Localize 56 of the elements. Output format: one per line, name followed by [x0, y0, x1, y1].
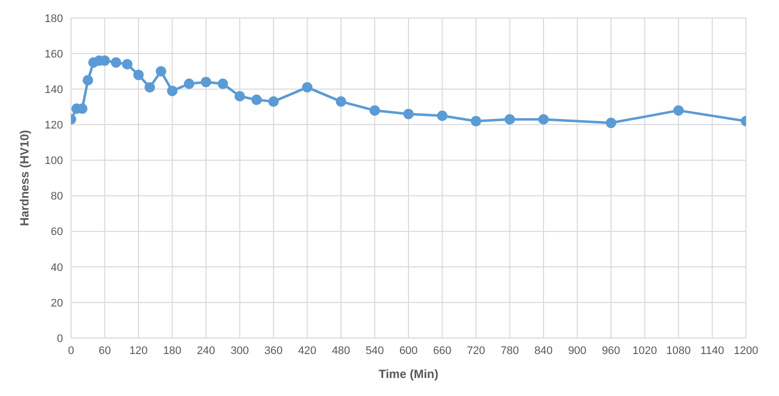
point: [606, 118, 616, 128]
y-tick-label: 80: [50, 190, 63, 203]
point: [370, 105, 380, 116]
y-axis-title: Hardness (HV10): [17, 130, 32, 226]
y-tick-label: 20: [50, 297, 63, 310]
point: [403, 108, 414, 120]
point: [133, 70, 144, 80]
point: [200, 76, 212, 88]
y-tick-label: 100: [44, 155, 63, 168]
x-tick-label: 960: [602, 344, 620, 357]
y-tick-label: 140: [44, 84, 63, 96]
point: [437, 110, 448, 122]
y-tick-label: 40: [50, 262, 63, 274]
point: [673, 105, 684, 116]
y-tick-label: 160: [44, 48, 63, 60]
x-tick-label: 0: [68, 344, 74, 357]
point: [336, 96, 346, 107]
y-tick-label: 120: [44, 120, 63, 132]
point: [184, 78, 194, 90]
point: [251, 94, 262, 106]
point: [302, 82, 312, 93]
x-tick-label: 600: [399, 344, 418, 357]
point: [167, 86, 178, 96]
point: [470, 116, 482, 126]
x-tick-label: 480: [332, 344, 350, 357]
y-tick-label: 180: [44, 12, 63, 25]
point: [144, 82, 155, 93]
x-tick-label: 1200: [734, 344, 758, 357]
point: [504, 114, 515, 125]
x-tick-label: 1080: [666, 344, 691, 357]
x-tick-label: 360: [264, 344, 283, 357]
x-tick-label: 120: [129, 344, 148, 357]
point: [268, 96, 279, 107]
point: [538, 114, 549, 125]
point: [156, 66, 166, 77]
point: [82, 74, 94, 86]
x-tick-label: 720: [466, 344, 486, 357]
x-tick-label: 420: [298, 344, 316, 357]
x-tick-label: 1140: [700, 344, 724, 357]
x-tick-label: 1020: [632, 344, 657, 357]
y-tick-label: 0: [56, 332, 63, 345]
x-axis-title: Time (Min): [378, 367, 438, 381]
x-tick-label: 300: [230, 344, 249, 357]
x-tick-label: 240: [196, 344, 216, 357]
x-tick-label: 840: [534, 344, 553, 357]
y-tick-label: 60: [50, 226, 63, 238]
point: [218, 78, 228, 90]
x-tick-label: 900: [568, 344, 586, 357]
point: [110, 57, 122, 68]
x-tick-label: 540: [366, 344, 384, 357]
x-tick-label: 60: [98, 344, 111, 357]
x-tick-label: 180: [163, 344, 182, 357]
x-tick-label: 780: [500, 344, 519, 357]
point: [234, 90, 245, 102]
point: [122, 58, 132, 70]
x-tick-label: 660: [433, 344, 452, 357]
